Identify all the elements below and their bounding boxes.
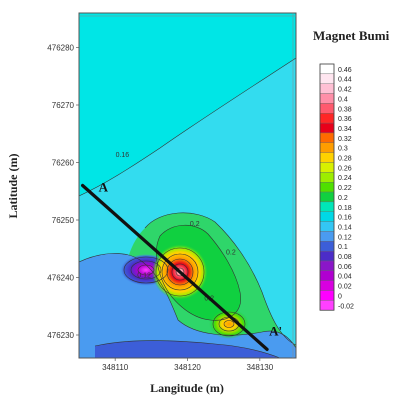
colorbar-swatch-21: [319, 270, 335, 281]
colorbar-swatch-24: [319, 300, 335, 311]
x-axis-ticks: 348110 348120 348130: [102, 358, 274, 372]
colorbar-label-21: 0.04: [338, 274, 352, 281]
zone-0.1: [95, 340, 280, 358]
colorbar-label-3: 0.4: [338, 96, 348, 103]
colorbar-label-5: 0.36: [338, 116, 352, 123]
contour-high-3: [166, 258, 194, 286]
colorbar-swatch-17: [319, 231, 335, 242]
contour-low-1: [123, 256, 169, 284]
colorbar-label-24: -0.02: [338, 303, 354, 310]
y-tick-label-5: 476280: [47, 44, 74, 53]
anomaly-high-2: [209, 309, 249, 339]
colorbar-swatch-10: [319, 162, 335, 173]
y-tick-label-4: 76270: [52, 101, 75, 110]
colorbar-label-19: 0.08: [338, 254, 352, 261]
colorbar-swatch-19: [319, 250, 335, 262]
contour-low-2: [130, 260, 162, 280]
colorbar-label-2: 0.42: [338, 87, 352, 94]
colorbar-swatch-13: [319, 191, 335, 203]
contour-high2-1: [212, 311, 246, 337]
x-tick-label-2: 348130: [246, 363, 273, 372]
colorbar-label-10: 0.26: [338, 165, 352, 172]
contour-high-2: [161, 253, 199, 291]
chart-title: Magnet Bumi: [313, 28, 390, 43]
contour-high-1: [155, 247, 205, 297]
x-tick-label-0: 348110: [102, 363, 129, 372]
colorbar-label-14: 0.18: [338, 205, 352, 212]
colorbar-swatch-8: [319, 142, 335, 153]
colorbar-swatch-18: [319, 241, 335, 252]
colorbar-swatch-4: [319, 103, 335, 114]
colorbar-label-6: 0.34: [338, 126, 352, 133]
colorbar-label-16: 0.14: [338, 224, 352, 231]
colorbar-swatch-12: [319, 182, 335, 193]
contour-high2-3: [223, 320, 235, 328]
profile-label-a: A: [99, 180, 109, 195]
colorbar-swatch-22: [319, 280, 335, 291]
colorbar-swatch-2: [319, 83, 335, 94]
contour-label-4: 0.12: [137, 273, 151, 280]
colorbar-label-1: 0.44: [338, 77, 352, 84]
colorbar-label-8: 0.3: [338, 146, 348, 153]
y-tick-label-3: 76260: [52, 159, 75, 168]
contour-0.1: [94, 340, 281, 358]
colorbar: 0.46 0.44 0.42 0.4 0.38 0.36 0.34 0.32 0.3 0.28 0.…: [319, 63, 354, 311]
y-tick-label-2: 76250: [52, 216, 75, 225]
contour-lines: [79, 57, 296, 358]
colorbar-swatch-0: [319, 63, 335, 75]
colorbar-label-4: 0.38: [338, 106, 352, 113]
colorbar-label-7: 0.32: [338, 136, 352, 143]
contour-label-0: 0.16: [116, 152, 130, 159]
colorbar-label-22: 0.02: [338, 284, 352, 291]
colorbar-label-15: 0.16: [338, 215, 352, 222]
colorbar-frame: [319, 63, 335, 311]
contour-0.16: [79, 57, 296, 197]
contour-label-3: 0.2: [190, 221, 200, 228]
contour-0.18: [156, 224, 241, 321]
contour-plot-area: 0.160.20.20.20.12: [79, 13, 296, 358]
colorbar-swatch-16: [319, 221, 335, 232]
x-tick-label-1: 348120: [174, 363, 201, 372]
colorbar-swatch-9: [319, 152, 335, 163]
colorbar-label-13: 0.2: [338, 195, 348, 202]
x-axis-label: Langitude (m): [150, 381, 224, 395]
colorbar-label-23: 0: [338, 293, 342, 300]
colorbar-label-18: 0.1: [338, 244, 348, 251]
colorbar-label-0: 0.46: [338, 67, 352, 74]
contour-low-3: [137, 264, 155, 276]
colorbar-label-11: 0.24: [338, 175, 352, 182]
colorbar-swatch-1: [319, 73, 335, 84]
colorbar-label-17: 0.12: [338, 234, 352, 241]
colorbar-swatch-20: [319, 260, 335, 272]
y-tick-label-1: 476240: [47, 274, 74, 283]
colorbar-swatch-3: [319, 93, 335, 104]
y-axis-label: Latitude (m): [6, 154, 20, 219]
contour-high-5: [175, 267, 185, 277]
colorbar-swatch-23: [319, 290, 335, 301]
profile-label-a-prime: A': [269, 323, 282, 338]
contour-0.14: [79, 253, 296, 349]
colorbar-swatch-6: [319, 122, 335, 134]
colorbar-label-20: 0.06: [338, 264, 352, 271]
contour-label-1: 0.2: [226, 250, 236, 257]
y-tick-label-0: 476230: [47, 331, 74, 340]
colorbar-swatch-5: [319, 113, 335, 124]
colorbar-swatch-11: [319, 172, 335, 183]
contour-0.2-outer: [144, 212, 296, 346]
profile-line-a-a-prime: [81, 183, 269, 351]
y-axis-ticks: 476230 476240 76250 76260 76270 476280: [47, 44, 79, 340]
colorbar-label-12: 0.22: [338, 185, 352, 192]
colorbar-swatch-7: [319, 132, 335, 143]
colorbar-swatch-14: [319, 201, 335, 212]
colorbar-swatch-15: [319, 211, 335, 222]
colorbar-label-9: 0.28: [338, 156, 352, 163]
contour-high-4: [171, 263, 189, 281]
